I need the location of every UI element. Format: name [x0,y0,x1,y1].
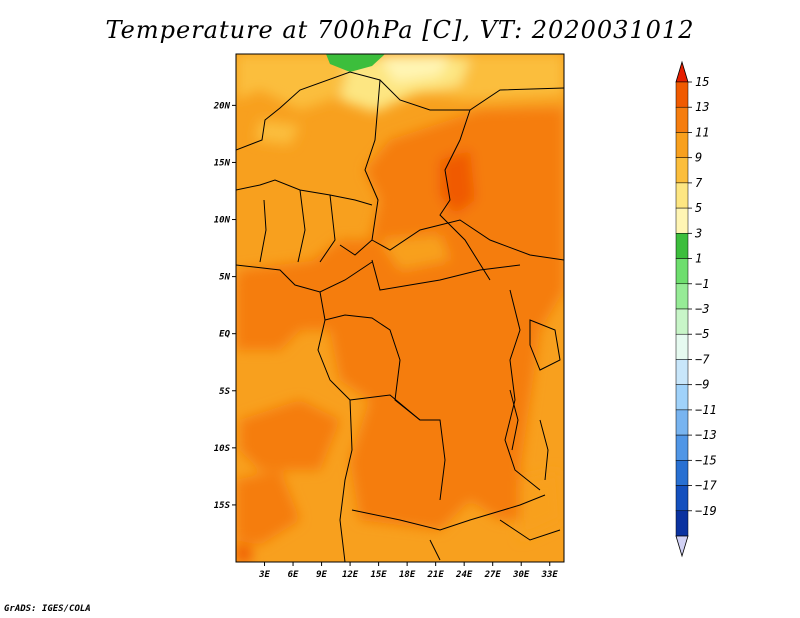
border-congo-drc [324,314,446,501]
field-11to13-atlantic [240,400,340,470]
colorbar-segment [675,359,689,385]
border-zimbabwe [499,519,561,541]
colorbar-segment [675,283,689,310]
colorbar-segment [675,207,689,234]
lat-tick-label: 5N [219,273,230,283]
colorbar-label: 13 [695,100,709,114]
credit-label: GrADS: IGES/COLA [4,604,91,614]
colorbar-label: −19 [695,504,717,518]
colorbar-label: −17 [695,479,717,493]
colorbar-label: −9 [695,378,709,392]
colorbar-segment [675,510,689,537]
lat-tick-label: 10S [214,444,231,454]
colorbar-label: −1 [695,277,709,291]
lon-tick-label: 18E [399,570,416,580]
colorbar-label: 5 [695,201,702,215]
colorbar-segment [675,409,689,436]
border-guinea-coast [259,199,267,263]
country-boundaries [236,71,564,562]
field-9to11-ubangi [380,235,450,270]
lake-malawi [539,419,549,481]
coastline-gulf-guinea [236,261,373,293]
colorbar-label: 7 [695,176,703,190]
colorbar-label: −5 [695,327,709,341]
lat-tick-label: 15N [214,158,231,168]
colorbar-label: 9 [695,151,702,165]
field-13to15-sudan [440,150,475,215]
lon-tick-label: 24E [455,570,473,580]
border-drc-east [504,289,541,491]
field-1to3-atlas [326,54,385,72]
border-botswana [429,539,441,561]
colorbar-label: 11 [695,125,709,139]
border-car-north [371,219,564,261]
lon-tick-label: 3E [258,570,270,580]
lon-tick-label: 33E [541,570,559,580]
temperature-field [236,54,564,562]
border-angola-drc [349,394,421,421]
colorbar-segment [675,182,689,209]
lon-tick-label: 27E [484,570,502,580]
border-angola-namibia [351,494,546,531]
colorbar-label: −13 [695,428,717,442]
colorbar-segment [675,132,689,158]
colorbar-segment [675,434,689,461]
colorbar-label: −15 [695,453,717,467]
colorbar-segment [675,333,689,360]
field-7to9-west [255,120,300,145]
border-sahel-north [236,71,564,151]
colorbar-label: 3 [694,226,702,240]
field-7to9-north [236,54,345,110]
colorbar-label: −7 [695,352,710,366]
lon-tick-label: 30E [512,570,530,580]
colorbar-segment [675,258,689,285]
lon-tick-label: 12E [342,570,359,580]
colorbar-segment [675,485,689,512]
border-benin-nigeria [319,194,336,263]
colorbar-segment [675,233,689,259]
field-11to13-gulf [236,260,330,300]
colorbar-label: −3 [695,302,709,316]
field-11to13-southwest [236,470,300,545]
lat-tick-label: 5S [219,387,230,397]
colorbar-label: 15 [695,75,709,89]
colorbar-segment [675,460,689,486]
lon-tick-label: 9E [316,570,327,580]
plot-frame [235,53,565,563]
border-niger-chad [339,79,381,256]
lat-tick-label: 10N [214,216,231,226]
field-13to15-corner [236,545,252,562]
latitude-axis: 20N 15N 10N 5N EQ 5S 10S 15S [213,101,236,511]
field-9to11-southeast [520,470,564,540]
colorbar-bottom-arrow [675,535,689,558]
lake-victoria [529,319,561,371]
border-chad-sudan [439,109,491,281]
colorbar-label: −11 [695,403,717,417]
colorbar-label: 1 [695,252,702,266]
field-11to13-core [236,108,564,530]
map-title: Temperature at 700hPa [C], VT: 202003101… [105,16,695,44]
lon-tick-label: 15E [370,570,387,580]
lat-tick-label: 15S [214,501,231,511]
lake-tanganyika [509,389,519,451]
colorbar-segment [675,384,689,411]
colorbar-segment [675,157,689,184]
lat-tick-label: 20N [213,101,231,111]
field-3to5-sahara [380,55,450,82]
lon-tick-label: 21E [427,570,445,580]
colorbar: 15 13 11 9 7 5 3 1 −1 −3 −5 −7 −9 −11 −13 −15 −17 −19 [675,60,717,558]
colorbar-segment [675,81,689,108]
colorbar-segment [675,106,689,133]
colorbar-top-arrow [675,60,689,83]
lon-tick-label: 6E [288,570,299,580]
border-ghana-togo [297,189,306,263]
border-car-congo [371,259,521,291]
lat-tick-label: EQ [219,330,230,340]
longitude-axis: 3E 6E 9E 12E 15E 18E 21E 24E 27E 30E 33E [258,562,558,580]
colorbar-segment [675,308,689,335]
